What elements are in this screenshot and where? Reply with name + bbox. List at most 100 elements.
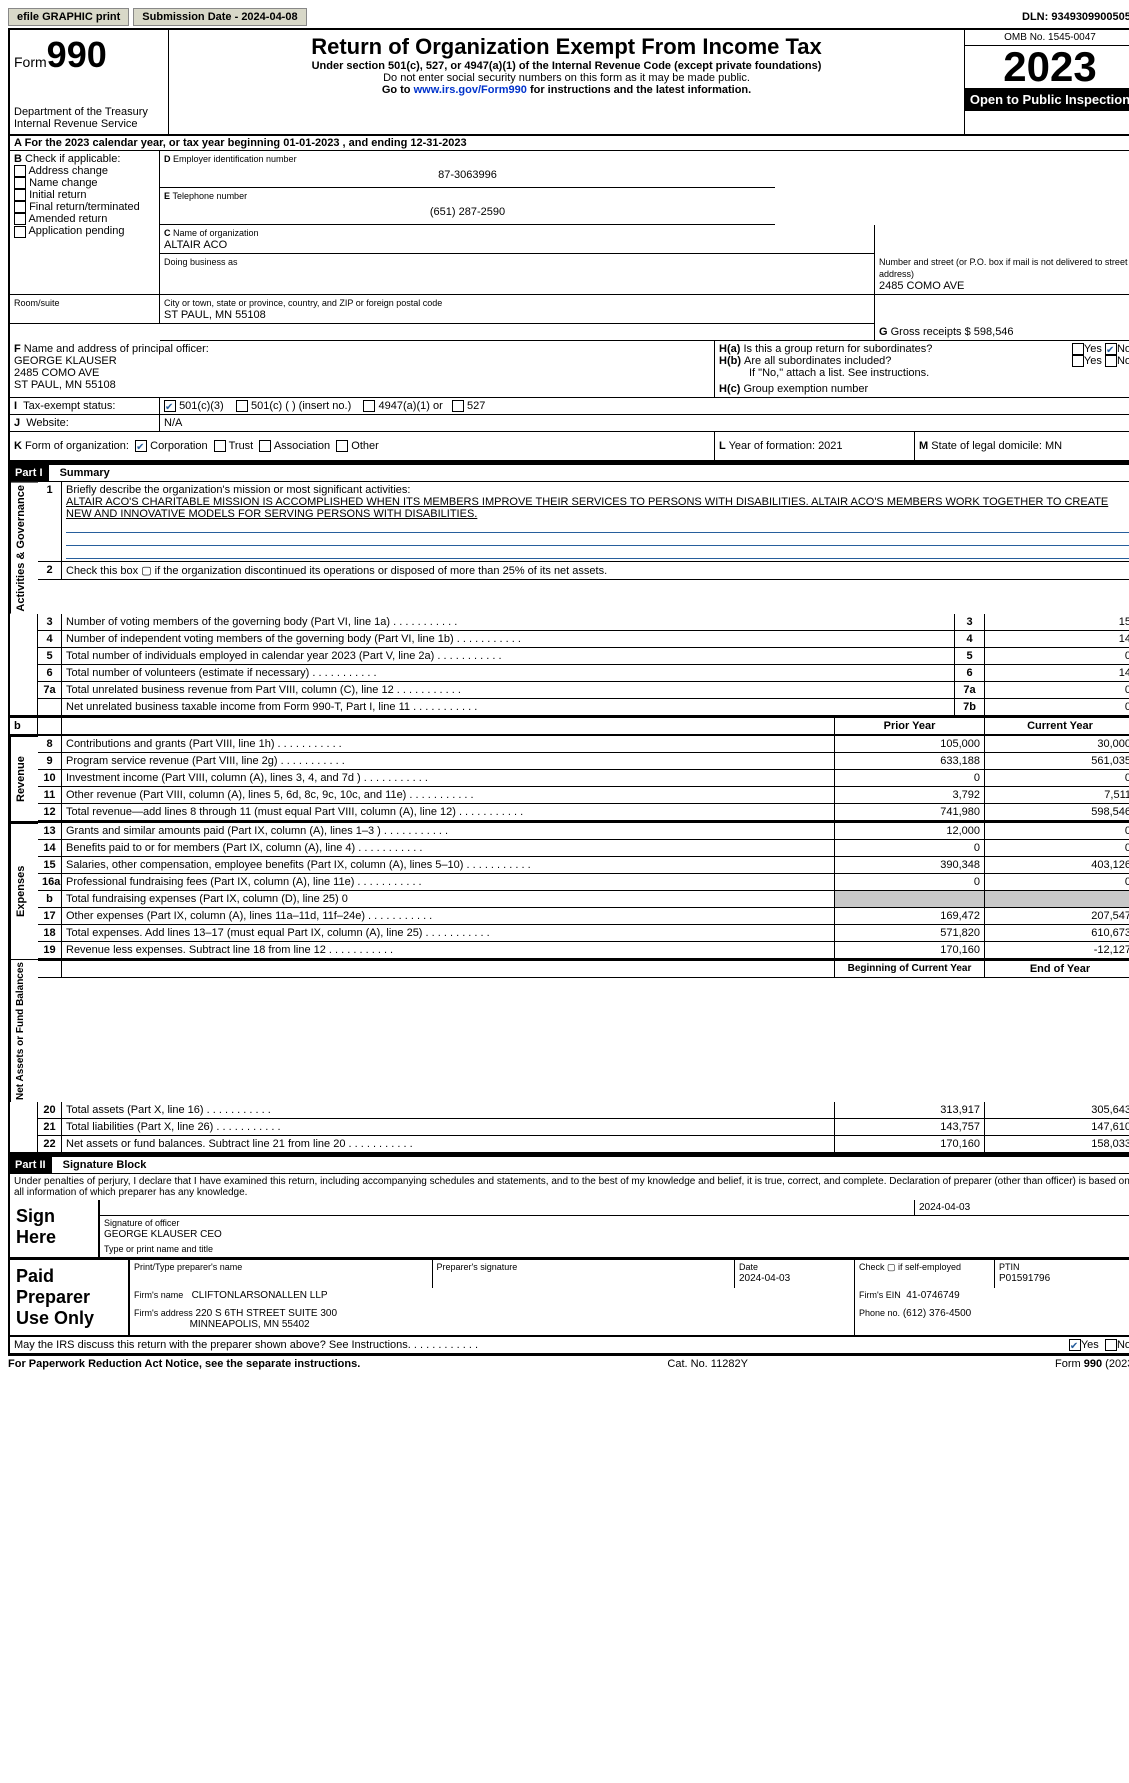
- line-num: b: [38, 891, 62, 908]
- cell-shade: [835, 891, 985, 908]
- prior-val: 169,472: [835, 908, 985, 925]
- chk-final[interactable]: [14, 201, 26, 213]
- b-label: Check if applicable:: [25, 153, 120, 165]
- beg-val: 143,757: [835, 1119, 985, 1136]
- chk-hb-yes[interactable]: [1072, 355, 1084, 367]
- line-num: 6: [38, 665, 62, 682]
- line-text: Total liabilities (Part X, line 26): [62, 1119, 835, 1136]
- dba-lbl: Doing business as: [164, 257, 238, 267]
- line-text: Other expenses (Part IX, column (A), lin…: [62, 908, 835, 925]
- line-num: 5: [38, 648, 62, 665]
- line-text: Number of independent voting members of …: [62, 631, 955, 648]
- discuss-row: May the IRS discuss this return with the…: [8, 1337, 1129, 1355]
- chk-other[interactable]: [336, 440, 348, 452]
- sub1: Under section 501(c), 527, or 4947(a)(1)…: [173, 60, 960, 72]
- line-num: 7a: [38, 682, 62, 699]
- i-o1: 501(c)(3): [179, 400, 224, 412]
- efile-btn[interactable]: efile GRAPHIC print: [8, 8, 129, 26]
- chk-4947[interactable]: [363, 400, 375, 412]
- line-text: Net unrelated business taxable income fr…: [62, 699, 955, 716]
- line-val: 14: [985, 631, 1129, 648]
- line-text: Total fundraising expenses (Part IX, col…: [62, 891, 835, 908]
- f-lbl: Name and address of principal officer:: [24, 343, 209, 355]
- prior-val: 390,348: [835, 857, 985, 874]
- mission-text: ALTAIR ACO'S CHARITABLE MISSION IS ACCOM…: [66, 496, 1108, 520]
- hb-text: Are all subordinates included?: [744, 355, 1072, 367]
- sig-date: 2024-04-03: [915, 1200, 1129, 1216]
- officer-sig: GEORGE KLAUSER CEO: [104, 1229, 222, 1240]
- chk-527[interactable]: [452, 400, 464, 412]
- i-o4: 527: [467, 400, 485, 412]
- ha-no: No: [1117, 343, 1129, 355]
- chk-hb-no[interactable]: [1105, 355, 1117, 367]
- line-text: Number of voting members of the governin…: [62, 614, 955, 631]
- prior-val: 0: [835, 874, 985, 891]
- submission-btn[interactable]: Submission Date - 2024-04-08: [133, 8, 306, 26]
- line-box: 5: [955, 648, 985, 665]
- line-num: 4: [38, 631, 62, 648]
- line-val: 0: [985, 648, 1129, 665]
- line-text: Benefits paid to or for members (Part IX…: [62, 840, 835, 857]
- tax-year: 2023: [965, 46, 1129, 88]
- hdr-end: End of Year: [985, 959, 1129, 978]
- beg-val: 313,917: [835, 1102, 985, 1119]
- chk-amended[interactable]: [14, 213, 26, 225]
- addr-lbl: Number and street (or P.O. box if mail i…: [879, 257, 1127, 279]
- line-text: Other revenue (Part VIII, column (A), li…: [62, 787, 835, 804]
- chk-501c3[interactable]: [164, 400, 176, 412]
- k-lbl: Form of organization:: [25, 440, 129, 452]
- curr-val: 207,547: [985, 908, 1129, 925]
- chk-discuss-no[interactable]: [1105, 1339, 1117, 1351]
- hdr-beg: Beginning of Current Year: [835, 959, 985, 978]
- prior-val: 0: [835, 840, 985, 857]
- line-text: Net assets or fund balances. Subtract li…: [62, 1136, 835, 1153]
- form-title: Return of Organization Exempt From Incom…: [173, 34, 960, 60]
- hdr-curr: Current Year: [985, 716, 1129, 736]
- discuss-yes: Yes: [1081, 1339, 1099, 1351]
- k-o2: Trust: [229, 440, 254, 452]
- chk-assoc[interactable]: [259, 440, 271, 452]
- chk-address-change[interactable]: [14, 165, 26, 177]
- side-na: Net Assets or Fund Balances: [10, 959, 38, 1102]
- hdr-prior: Prior Year: [835, 716, 985, 736]
- line-text: Grants and similar amounts paid (Part IX…: [62, 823, 835, 840]
- curr-val: -12,127: [985, 942, 1129, 959]
- city-lbl: City or town, state or province, country…: [164, 298, 442, 308]
- form-header: Form990 Department of the Treasury Inter…: [8, 28, 1129, 136]
- chk-initial[interactable]: [14, 189, 26, 201]
- form-ref: Form 990 (2023): [1055, 1358, 1129, 1370]
- k-o1: Corporation: [150, 440, 207, 452]
- i-lbl: Tax-exempt status:: [23, 400, 115, 412]
- firm-addr1: 220 S 6TH STREET SUITE 300: [196, 1308, 338, 1319]
- part1-title: Summary: [52, 467, 110, 479]
- part1-header: Part I Summary: [8, 463, 1129, 482]
- discuss-text: May the IRS discuss this return with the…: [14, 1339, 1069, 1351]
- chk-ha-no[interactable]: [1105, 343, 1117, 355]
- chk-name-change[interactable]: [14, 177, 26, 189]
- chk-trust[interactable]: [214, 440, 226, 452]
- line-num: 16a: [38, 874, 62, 891]
- line-val: 15: [985, 614, 1129, 631]
- cell-shade: [985, 891, 1129, 908]
- room-lbl: Room/suite: [14, 298, 60, 308]
- c-name-lbl: Name of organization: [173, 228, 259, 238]
- declaration: Under penalties of perjury, I declare th…: [8, 1174, 1129, 1200]
- end-val: 158,033: [985, 1136, 1129, 1153]
- line-box: 7b: [955, 699, 985, 716]
- chk-discuss-yes[interactable]: [1069, 1339, 1081, 1351]
- chk-corp[interactable]: [135, 440, 147, 452]
- line-text: Salaries, other compensation, employee b…: [62, 857, 835, 874]
- firm-addr2: MINNEAPOLIS, MN 55402: [190, 1319, 310, 1330]
- i-j-block: I Tax-exempt status: 501(c)(3) 501(c) ( …: [8, 398, 1129, 432]
- chk-ha-yes[interactable]: [1072, 343, 1084, 355]
- cat-no: Cat. No. 11282Y: [360, 1358, 1055, 1370]
- officer-name: GEORGE KLAUSER: [14, 355, 117, 367]
- gross-receipts: 598,546: [974, 326, 1014, 338]
- curr-val: 30,000: [985, 736, 1129, 753]
- chk-501c[interactable]: [236, 400, 248, 412]
- name-title-lbl: Type or print name and title: [104, 1244, 213, 1254]
- irs-link[interactable]: www.irs.gov/Form990: [414, 84, 527, 96]
- chk-pending[interactable]: [14, 226, 26, 238]
- curr-val: 0: [985, 823, 1129, 840]
- part2-title: Signature Block: [55, 1159, 147, 1171]
